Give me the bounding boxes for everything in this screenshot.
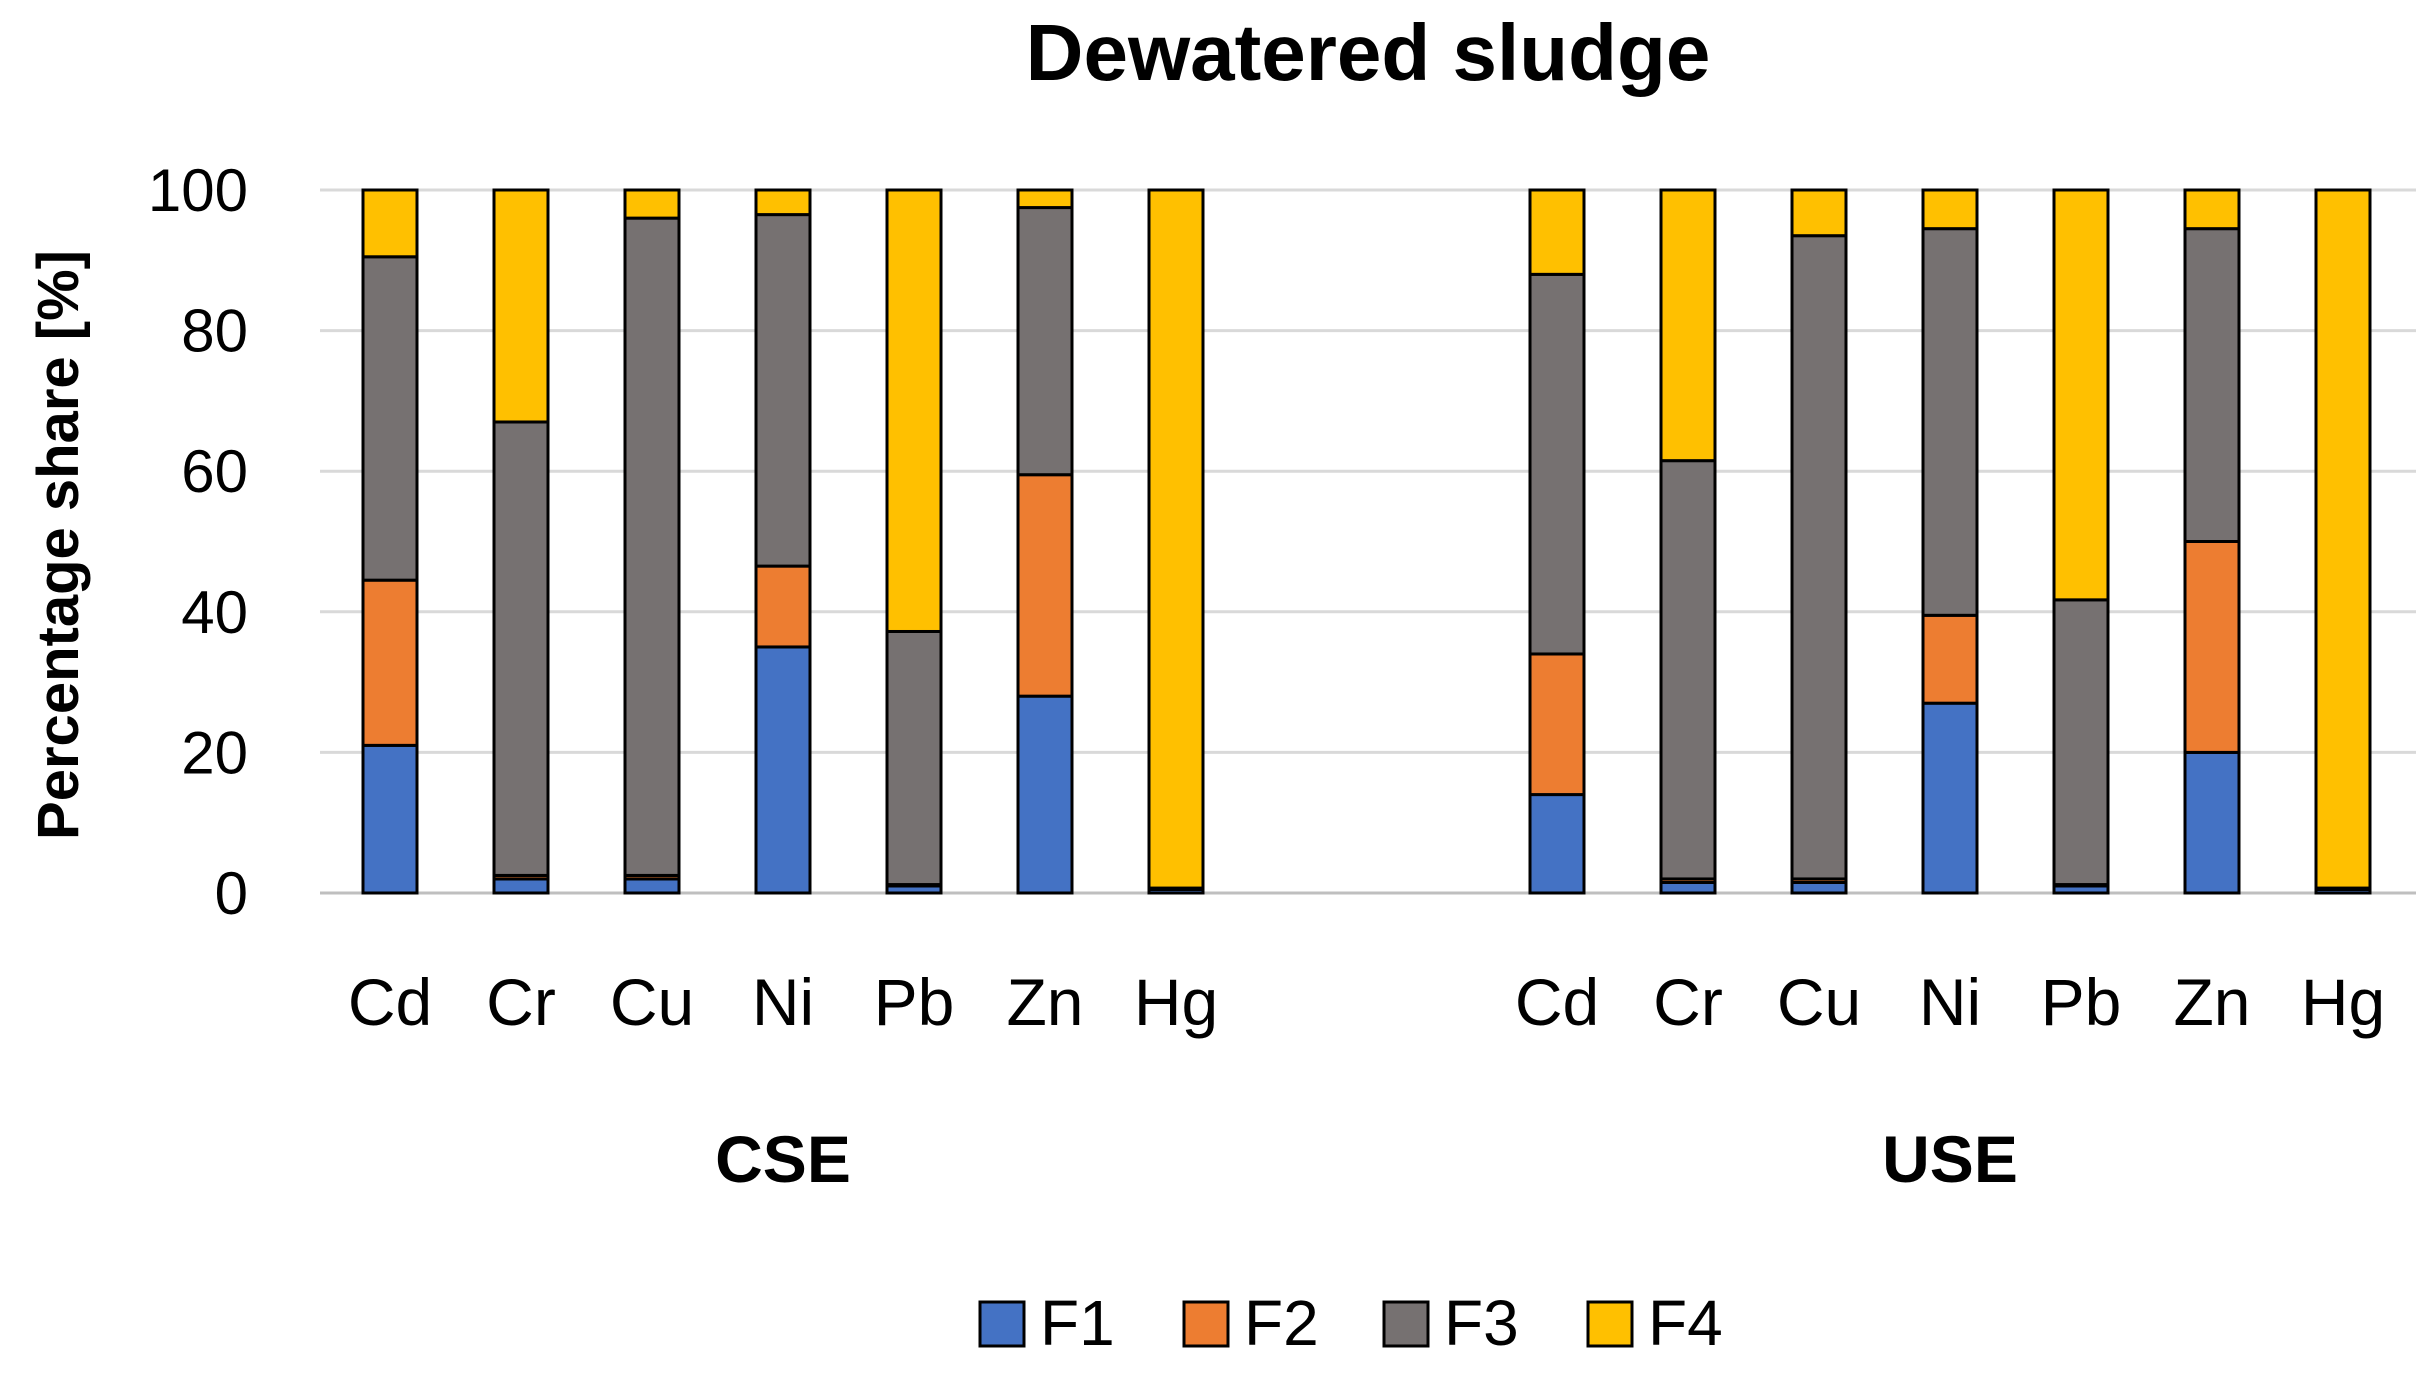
x-tick-label: Cu [610,965,694,1039]
bar-use-cd-f3 [1528,272,1586,656]
bar-cse-ni-f4 [754,188,812,217]
bar-use-cd-f4 [1528,188,1586,276]
x-tick-label: Hg [1134,965,1218,1039]
bar-use-ni-f3 [1921,227,1979,617]
bar-use-cr-f1 [1659,880,1717,895]
bar-use-cr-f4 [1659,188,1717,463]
bar-cse-zn-f4 [1016,188,1074,210]
x-tick-label: Hg [2301,965,2385,1039]
legend: F1 F2 F3 F4 [978,1287,1723,1359]
bar-cse-zn-f1 [1016,694,1074,895]
bar-cse-ni-f1 [754,645,812,895]
legend-swatch-f3 [1382,1300,1430,1348]
legend-swatch-f4 [1586,1300,1634,1348]
x-tick-label: Ni [1919,965,1981,1039]
bar-cse-zn-f3 [1016,206,1074,477]
bar-cse-pb-f4 [885,188,943,633]
bar-use-ni-f2 [1921,613,1979,705]
x-tick-label: Cr [1653,965,1723,1039]
legend-label-f3: F3 [1444,1287,1519,1359]
bar-cse-cr-f3 [492,420,550,877]
bar-use-cu-f1 [1790,880,1848,895]
legend-label-f2: F2 [1244,1287,1319,1359]
chart-title: Dewatered sludge [1026,8,1711,97]
bar-cse-cd-f2 [361,578,419,747]
bar-cse-ni-f2 [754,564,812,649]
legend-swatch-f1 [978,1300,1026,1348]
bar-use-cr-f3 [1659,459,1717,881]
bar-use-hg-f4 [2314,188,2372,890]
x-axis-ticks: Cd Cr Cu Ni Pb Zn Hg Cd Cr Cu Ni Pb Zn Hg [348,965,2385,1039]
bar-cse-cu-f4 [623,188,681,220]
bar-cse-hg-f4 [1147,188,1205,890]
bar-use-pb-f3 [2052,598,2110,887]
bar-use-pb-f4 [2052,188,2110,602]
bar-cse-cr-f4 [492,188,550,424]
y-tick-label: 20 [181,719,248,786]
y-axis-label: Percentage share [%] [26,250,91,840]
bar-cse-zn-f2 [1016,473,1074,698]
bar-use-zn-f1 [2183,750,2241,895]
bar-use-zn-f2 [2183,540,2241,754]
bar-cse-cu-f1 [623,877,681,895]
x-tick-label: Cd [348,965,432,1039]
y-axis-ticks: 0 20 40 60 80 100 [148,157,248,927]
y-tick-label: 100 [148,157,248,224]
x-tick-label: Pb [874,965,955,1039]
bar-cse-ni-f3 [754,213,812,568]
bar-use-cd-f2 [1528,652,1586,797]
bar-use-cd-f1 [1528,793,1586,895]
bar-use-ni-f1 [1921,701,1979,895]
group-label-cse: CSE [715,1122,851,1196]
bar-use-cu-f3 [1790,234,1848,881]
bar-use-zn-f3 [2183,227,2241,543]
x-tick-label: Cd [1515,965,1599,1039]
bar-cse-cd-f3 [361,255,419,582]
bar-use-cu-f4 [1790,188,1848,238]
bar-cse-cd-f1 [361,743,419,895]
legend-label-f1: F1 [1040,1287,1115,1359]
x-tick-label: Zn [1006,965,1083,1039]
y-tick-label: 40 [181,579,248,646]
bar-use-ni-f4 [1921,188,1979,231]
legend-label-f4: F4 [1648,1287,1723,1359]
bar-cse-pb-f3 [885,629,943,887]
x-tick-label: Pb [2041,965,2122,1039]
bars [361,188,2372,895]
group-label-use: USE [1882,1122,2018,1196]
y-tick-label: 60 [181,438,248,505]
bar-cse-cr-f1 [492,877,550,895]
x-tick-label: Zn [2173,965,2250,1039]
legend-swatch-f2 [1182,1300,1230,1348]
x-tick-label: Cu [1777,965,1861,1039]
group-labels: CSE USE [715,1122,2018,1196]
x-tick-label: Cr [486,965,556,1039]
bar-cse-cd-f4 [361,188,419,259]
y-tick-label: 0 [215,860,248,927]
bar-cse-cu-f3 [623,216,681,877]
y-tick-label: 80 [181,298,248,365]
x-tick-label: Ni [752,965,814,1039]
bar-use-zn-f4 [2183,188,2241,231]
